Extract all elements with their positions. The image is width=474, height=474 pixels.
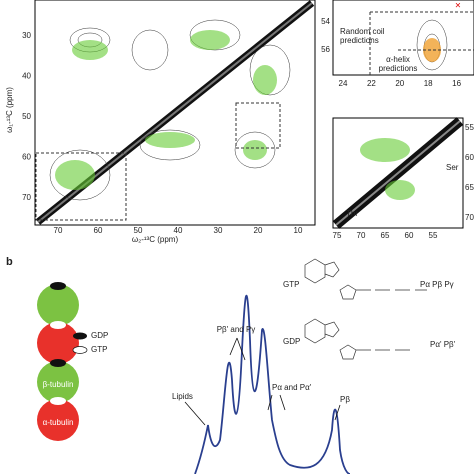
- inset-annotation: α-helix: [386, 55, 410, 64]
- tick-label: 30: [214, 226, 223, 235]
- tubulin-cartoon: [37, 282, 88, 441]
- tick-label: 20: [254, 226, 263, 235]
- legend-gtp: GTP: [91, 345, 107, 354]
- peak-label: Pβ: [340, 395, 350, 404]
- tick-label: 10: [294, 226, 303, 235]
- y-axis-label: ω₁-¹³C (ppm): [5, 87, 14, 133]
- tick-label: 30: [22, 31, 31, 40]
- tick-label: 70: [54, 226, 63, 235]
- tick-label: 18: [424, 79, 433, 88]
- tick-label: 24: [339, 79, 348, 88]
- inset-annotation: predictions: [340, 36, 379, 45]
- tick-label: 75: [333, 231, 342, 240]
- tick-label: 22: [367, 79, 376, 88]
- x-axis-label: ω₂-¹³C (ppm): [132, 235, 179, 244]
- structure-label: GTP: [283, 280, 299, 289]
- tick-label: 40: [174, 226, 183, 235]
- tick-label: 55: [465, 123, 474, 132]
- structure-label: Pα' Pβ': [430, 340, 456, 349]
- alpha-tubulin-label: α-tubulin: [43, 418, 74, 427]
- tick-label: 65: [381, 231, 390, 240]
- inset-top-contours: ×: [369, 1, 474, 75]
- tick-label: 70: [357, 231, 366, 240]
- tick-label: 16: [452, 79, 461, 88]
- tick-label: 55: [429, 231, 438, 240]
- peak-label: Pα and Pα': [272, 383, 312, 392]
- tick-label: 70: [465, 213, 474, 222]
- tick-label: 20: [395, 79, 404, 88]
- tick-label: 50: [134, 226, 143, 235]
- tick-label: 70: [22, 193, 31, 202]
- inset-annotation: Random coil: [340, 27, 385, 36]
- tick-label: 56: [321, 45, 330, 54]
- tick-label: 60: [405, 231, 414, 240]
- tick-label: 40: [22, 72, 31, 81]
- structure-label: Pα Pβ Pγ: [420, 280, 454, 289]
- beta-tubulin-label: β-tubulin: [43, 380, 74, 389]
- peak-label: Pβ' and Pγ: [217, 325, 256, 334]
- residue-label: Ser: [446, 163, 459, 172]
- tick-label: 65: [465, 183, 474, 192]
- peak-label: Lipids: [172, 392, 193, 401]
- tick-label: 60: [22, 153, 31, 162]
- contours: [35, 19, 291, 221]
- chemical-structures: [304, 258, 427, 360]
- legend-gdp: GDP: [91, 331, 108, 340]
- 31p-spectrum: [194, 294, 351, 474]
- inset-annotation: predictions: [379, 64, 418, 73]
- tick-label: 54: [321, 17, 330, 26]
- tick-label: 60: [465, 153, 474, 162]
- svg-text:×: ×: [455, 1, 461, 12]
- tick-label: 60: [94, 226, 103, 235]
- residue-label: Thr: [346, 209, 358, 218]
- structure-label: GDP: [283, 337, 300, 346]
- inset-bottom-diagonal: [332, 117, 464, 229]
- panel-label: b: [6, 256, 13, 268]
- peak-arrows: [184, 337, 341, 426]
- tick-label: 50: [22, 112, 31, 121]
